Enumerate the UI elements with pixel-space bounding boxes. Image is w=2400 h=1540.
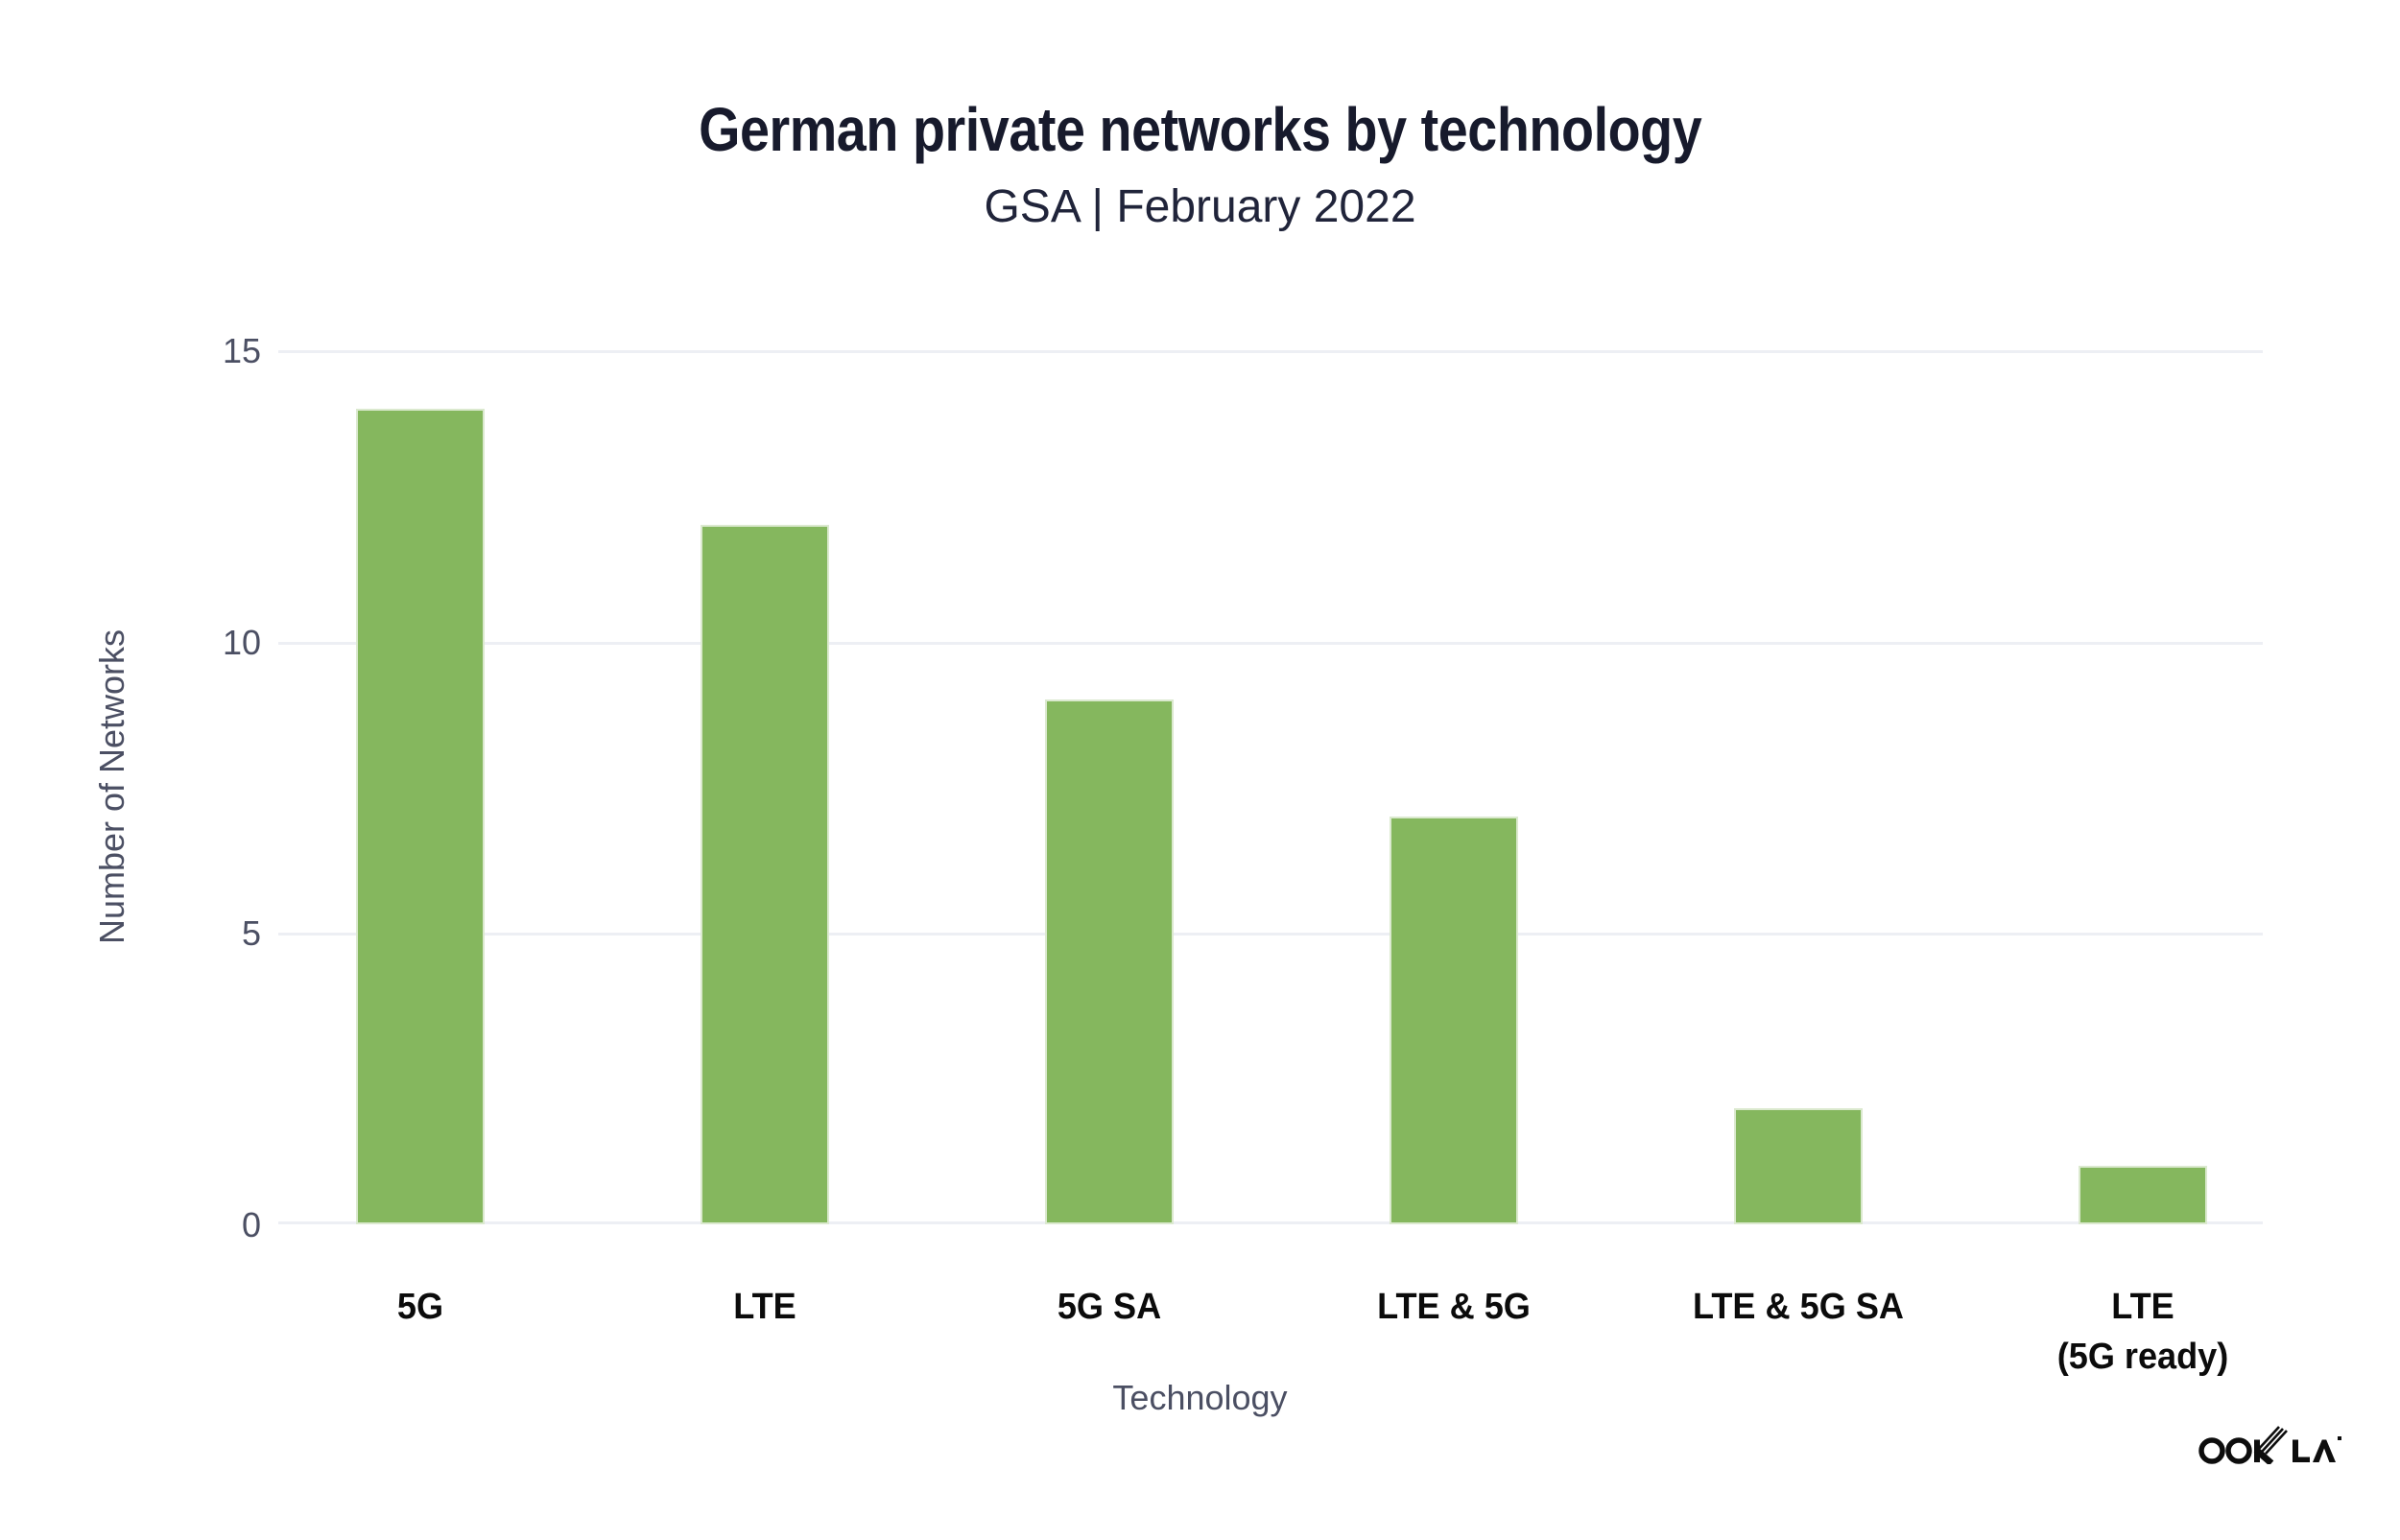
x-category-label-line: 5G SA <box>1057 1287 1162 1327</box>
x-category-label-line: LTE <box>733 1287 796 1327</box>
gridline-y-0 <box>278 1221 2263 1224</box>
x-category-label-line: LTE & 5G <box>1377 1287 1531 1327</box>
bar-lte-5g-ready <box>2079 1166 2207 1224</box>
y-tick-label-0: 0 <box>241 1205 261 1244</box>
y-tick-label-5: 5 <box>241 913 261 954</box>
gridline-y-5 <box>278 933 2263 936</box>
x-category-label-lte-5g: LTE & 5G <box>1290 1282 1618 1332</box>
logo-letter-o1 <box>2198 1437 2225 1464</box>
x-category-label-5g-sa: 5G SA <box>945 1282 1273 1332</box>
x-category-label-line: 5G <box>396 1287 444 1327</box>
chart-subtitle: GSA | February 2022 <box>984 181 1416 232</box>
logo-letter-l <box>2293 1439 2310 1462</box>
x-axis-title: Technology <box>1112 1378 1288 1417</box>
x-category-label-lte: LTE <box>601 1282 929 1332</box>
logo-k-stripe3 <box>2265 1430 2288 1455</box>
gridline-y-15 <box>278 350 2263 353</box>
x-category-label-lte-5g-ready: LTE (5G ready) <box>1979 1282 2307 1382</box>
bar-5g <box>356 408 485 1224</box>
x-category-label-line: (5G ready) <box>2056 1337 2229 1377</box>
logo-registered-mark <box>2338 1436 2341 1440</box>
x-category-label-lte-5g-sa: LTE & 5G SA <box>1634 1282 1962 1332</box>
y-axis-title: Number of Networks <box>92 628 131 945</box>
gridline-y-10 <box>278 641 2263 645</box>
bar-lte <box>701 525 829 1224</box>
x-category-label-line: LTE <box>2111 1287 2174 1327</box>
x-category-label-line: LTE & 5G SA <box>1693 1287 1904 1327</box>
y-tick-label-10: 10 <box>222 622 261 662</box>
logo-k-leg <box>2253 1447 2274 1464</box>
logo-letter-o2 <box>2225 1437 2252 1464</box>
bar-lte-5g <box>1390 816 1518 1224</box>
logo-k-stripe2 <box>2261 1428 2284 1453</box>
ookla-logo <box>2198 1426 2341 1464</box>
bar-lte-5g-sa <box>1734 1107 1863 1224</box>
chart-title-text: German private networks by technology <box>698 95 1702 164</box>
plot-area <box>278 350 2263 1224</box>
logo-k-stripe1 <box>2257 1426 2280 1451</box>
y-tick-label-15: 15 <box>222 331 261 370</box>
x-category-label-5g: 5G <box>256 1282 584 1332</box>
bar-5g-sa <box>1045 699 1174 1224</box>
chart-title: German private networks by technology <box>0 94 2400 165</box>
logo-letter-a <box>2313 1439 2336 1462</box>
